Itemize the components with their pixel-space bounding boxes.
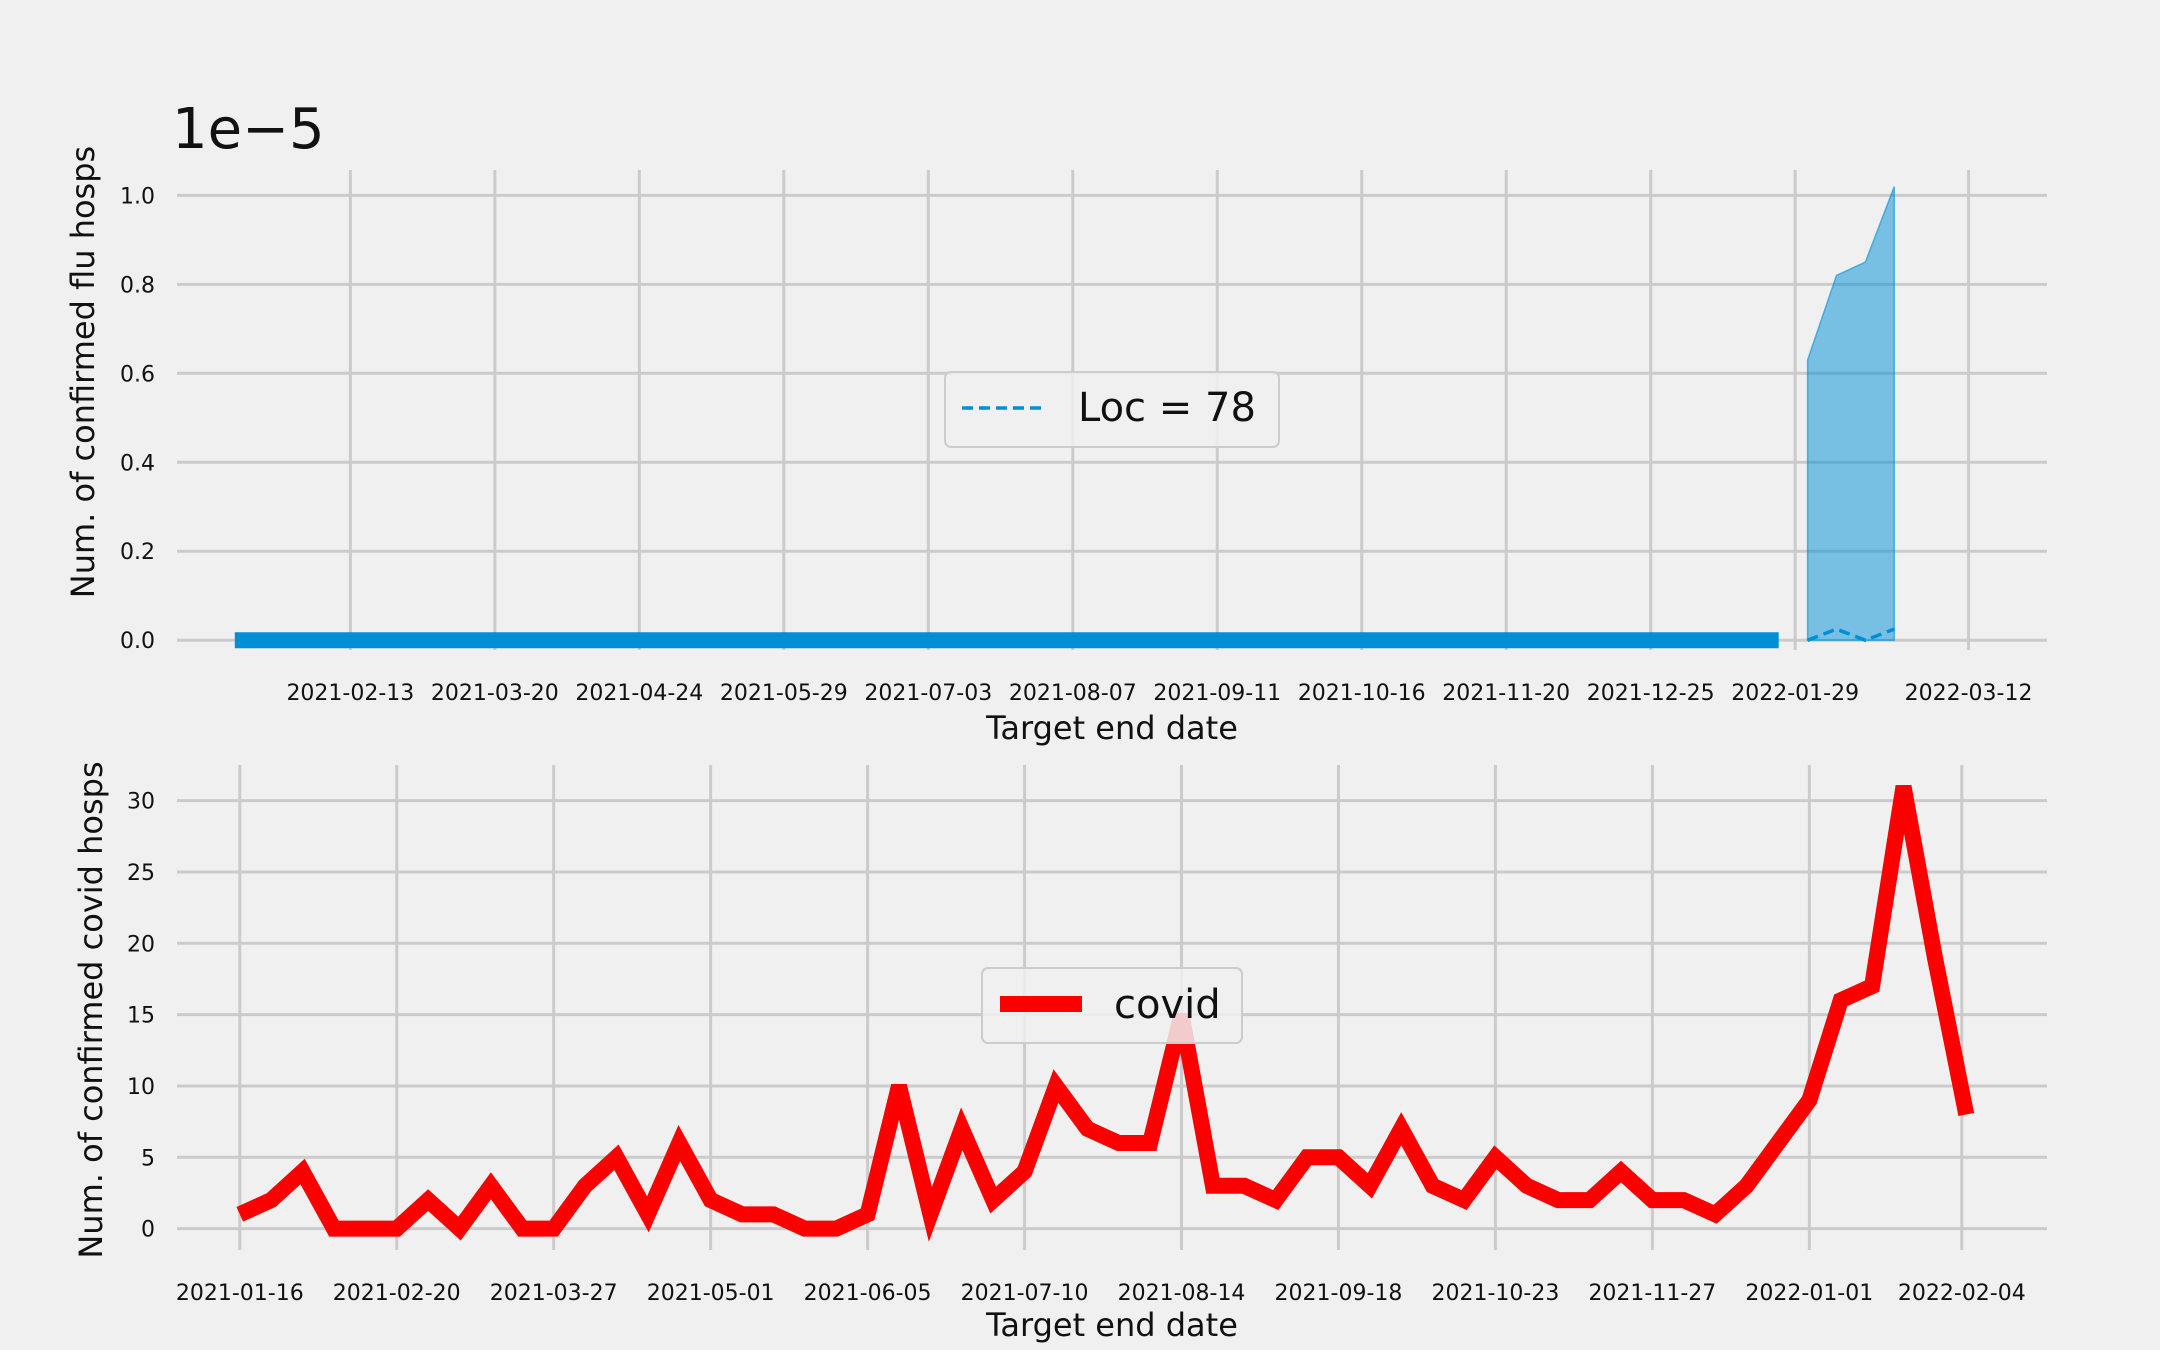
y-tick-label: 0 (141, 1218, 155, 1243)
covid-x-tick-labels: 2021-01-16 2021-02-20 2021-03-27 2021-05-01… (176, 1281, 2026, 1306)
flu-offset-text: 1e−5 (172, 97, 325, 162)
flu-forecast-interval-band (1806, 186, 1896, 641)
y-tick-label: 0.6 (120, 362, 155, 387)
x-tick-label: 2021-05-29 (720, 681, 848, 706)
covid-legend: covid (981, 967, 1243, 1044)
covid-y-tick-labels: 0 5 10 15 20 25 30 (127, 790, 155, 1243)
covid-legend-label: covid (1114, 982, 1221, 1028)
x-tick-label: 2021-11-27 (1588, 1281, 1716, 1306)
x-tick-label: 2022-02-04 (1898, 1281, 2026, 1306)
flu-forecast-median-line (1806, 627, 1895, 643)
covid-y-axis-label: Num. of confirmed covid hosps (72, 761, 110, 1258)
x-tick-label: 2021-03-20 (431, 681, 559, 706)
x-tick-label: 2021-09-18 (1275, 1281, 1403, 1306)
x-tick-label: 2021-08-07 (1009, 681, 1137, 706)
x-tick-label: 2022-01-01 (1745, 1281, 1873, 1306)
flu-legend: Loc = 78 (944, 371, 1280, 448)
x-tick-label: 2021-03-27 (490, 1281, 618, 1306)
y-tick-label: 5 (141, 1146, 155, 1171)
x-tick-label: 2021-07-03 (864, 681, 992, 706)
flu-x-axis-label: Target end date (985, 709, 1238, 747)
flu-series (234, 186, 1896, 649)
covid-panel: 0 5 10 15 20 25 30 2021-01-16 2021-02-20 2021-03… (72, 761, 2047, 1344)
covid-legend-box (981, 967, 1243, 1044)
flu-panel: 0.00.20.40.60.81.0 2021-02-13 2021-03-20 2… (64, 97, 2047, 747)
y-tick-label: 0.4 (120, 451, 155, 476)
x-tick-label: 2021-11-20 (1442, 681, 1570, 706)
x-tick-label: 2022-01-29 (1731, 681, 1859, 706)
y-tick-label: 0.0 (120, 629, 155, 654)
flu-y-tick-labels: 0.0 0.2 0.4 0.6 0.8 1.0 (120, 184, 155, 654)
covid-x-axis-label: Target end date (985, 1306, 1238, 1344)
x-tick-label: 2021-02-13 (286, 681, 414, 706)
x-tick-label: 2021-07-10 (961, 1281, 1089, 1306)
x-tick-label: 2022-03-12 (1905, 681, 2033, 706)
y-tick-label: 15 (127, 1004, 155, 1029)
x-tick-label: 2021-02-20 (333, 1281, 461, 1306)
x-tick-label: 2021-12-25 (1587, 681, 1715, 706)
x-tick-label: 2021-05-01 (647, 1281, 775, 1306)
x-tick-label: 2021-10-16 (1298, 681, 1426, 706)
y-tick-label: 0.2 (120, 540, 155, 565)
y-tick-label: 0.8 (120, 273, 155, 298)
x-tick-label: 2021-01-16 (176, 1281, 304, 1306)
covid-series (236, 784, 1975, 1242)
x-tick-label: 2021-08-14 (1118, 1281, 1246, 1306)
x-tick-label: 2021-09-11 (1153, 681, 1281, 706)
flu-y-axis-label: Num. of confirmed flu hosps (64, 146, 102, 598)
y-tick-label: 10 (127, 1075, 155, 1100)
covid-line (236, 784, 1975, 1242)
x-tick-label: 2021-04-24 (575, 681, 703, 706)
y-tick-label: 1.0 (120, 184, 155, 209)
flu-legend-box (944, 371, 1280, 448)
covid-grid (177, 765, 2047, 1250)
x-tick-label: 2021-06-05 (804, 1281, 932, 1306)
y-tick-label: 25 (127, 861, 155, 886)
y-tick-label: 20 (127, 932, 155, 957)
flu-x-tick-labels: 2021-02-13 2021-03-20 2021-04-24 2021-05-29… (286, 681, 2032, 706)
flu-legend-label: Loc = 78 (1078, 385, 1256, 431)
x-tick-label: 2021-10-23 (1431, 1281, 1559, 1306)
y-tick-label: 30 (127, 790, 155, 815)
